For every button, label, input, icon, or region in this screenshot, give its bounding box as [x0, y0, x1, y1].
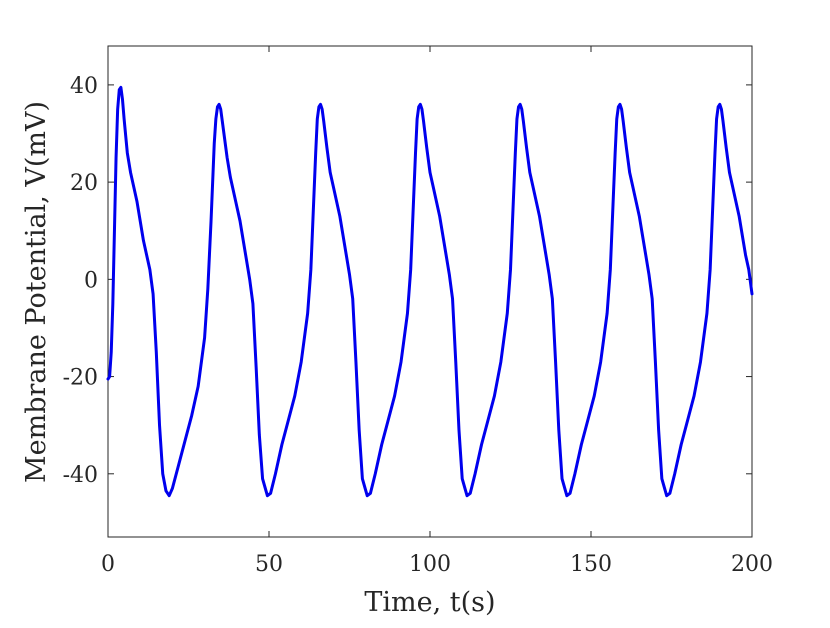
y-tick-label: -20 [63, 366, 98, 391]
x-tick-label: 50 [255, 552, 283, 577]
series-group [106, 85, 754, 498]
plot-box [107, 45, 753, 538]
x-tick-label: 150 [570, 552, 612, 577]
y-ticks: -40 -20 0 20 40 [63, 74, 752, 488]
y-tick-label: 40 [70, 74, 98, 99]
y-tick-label: -40 [63, 463, 98, 488]
x-tick-label: 0 [101, 552, 115, 577]
series-line-membrane-potential [106, 85, 754, 498]
y-axis-label: Membrane Potential, V(mV) [21, 101, 52, 483]
x-axis-label: Time, t(s) [364, 587, 495, 618]
y-tick-label: 20 [70, 171, 98, 196]
x-tick-label: 100 [409, 552, 451, 577]
y-tick-label: 0 [84, 268, 98, 293]
x-tick-label: 200 [731, 552, 773, 577]
x-ticks: 0 50 100 150 200 [101, 46, 773, 577]
plot-frame [107, 45, 753, 538]
